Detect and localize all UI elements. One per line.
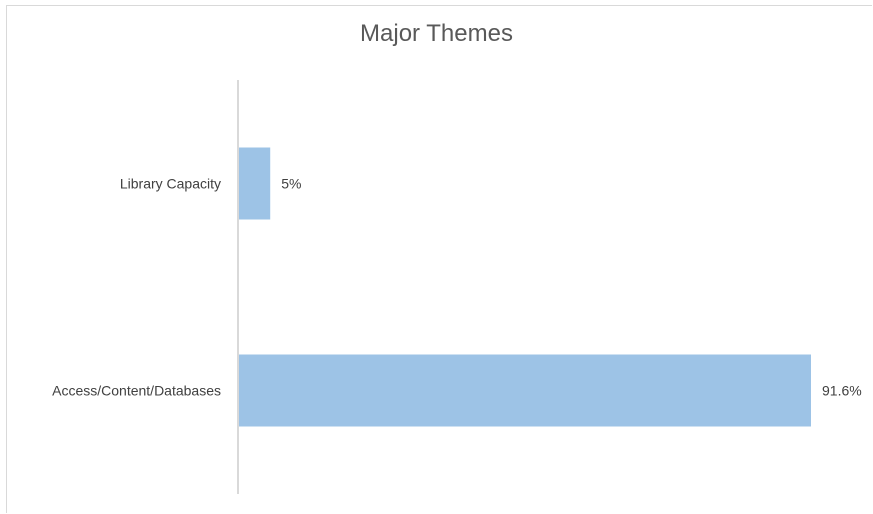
labels-layer: Library Capacity 5% Access/Content/Databas… bbox=[52, 176, 862, 399]
bar-1 bbox=[239, 354, 811, 427]
chart-frame bbox=[6, 5, 872, 513]
category-label: Access/Content/Databases bbox=[52, 383, 221, 399]
category-label: Library Capacity bbox=[120, 176, 221, 192]
bars-layer bbox=[239, 147, 811, 427]
data-label: 5% bbox=[281, 176, 301, 192]
chart-title: Major Themes bbox=[360, 20, 513, 47]
data-label: 91.6% bbox=[822, 383, 862, 399]
bar-0 bbox=[239, 147, 271, 220]
